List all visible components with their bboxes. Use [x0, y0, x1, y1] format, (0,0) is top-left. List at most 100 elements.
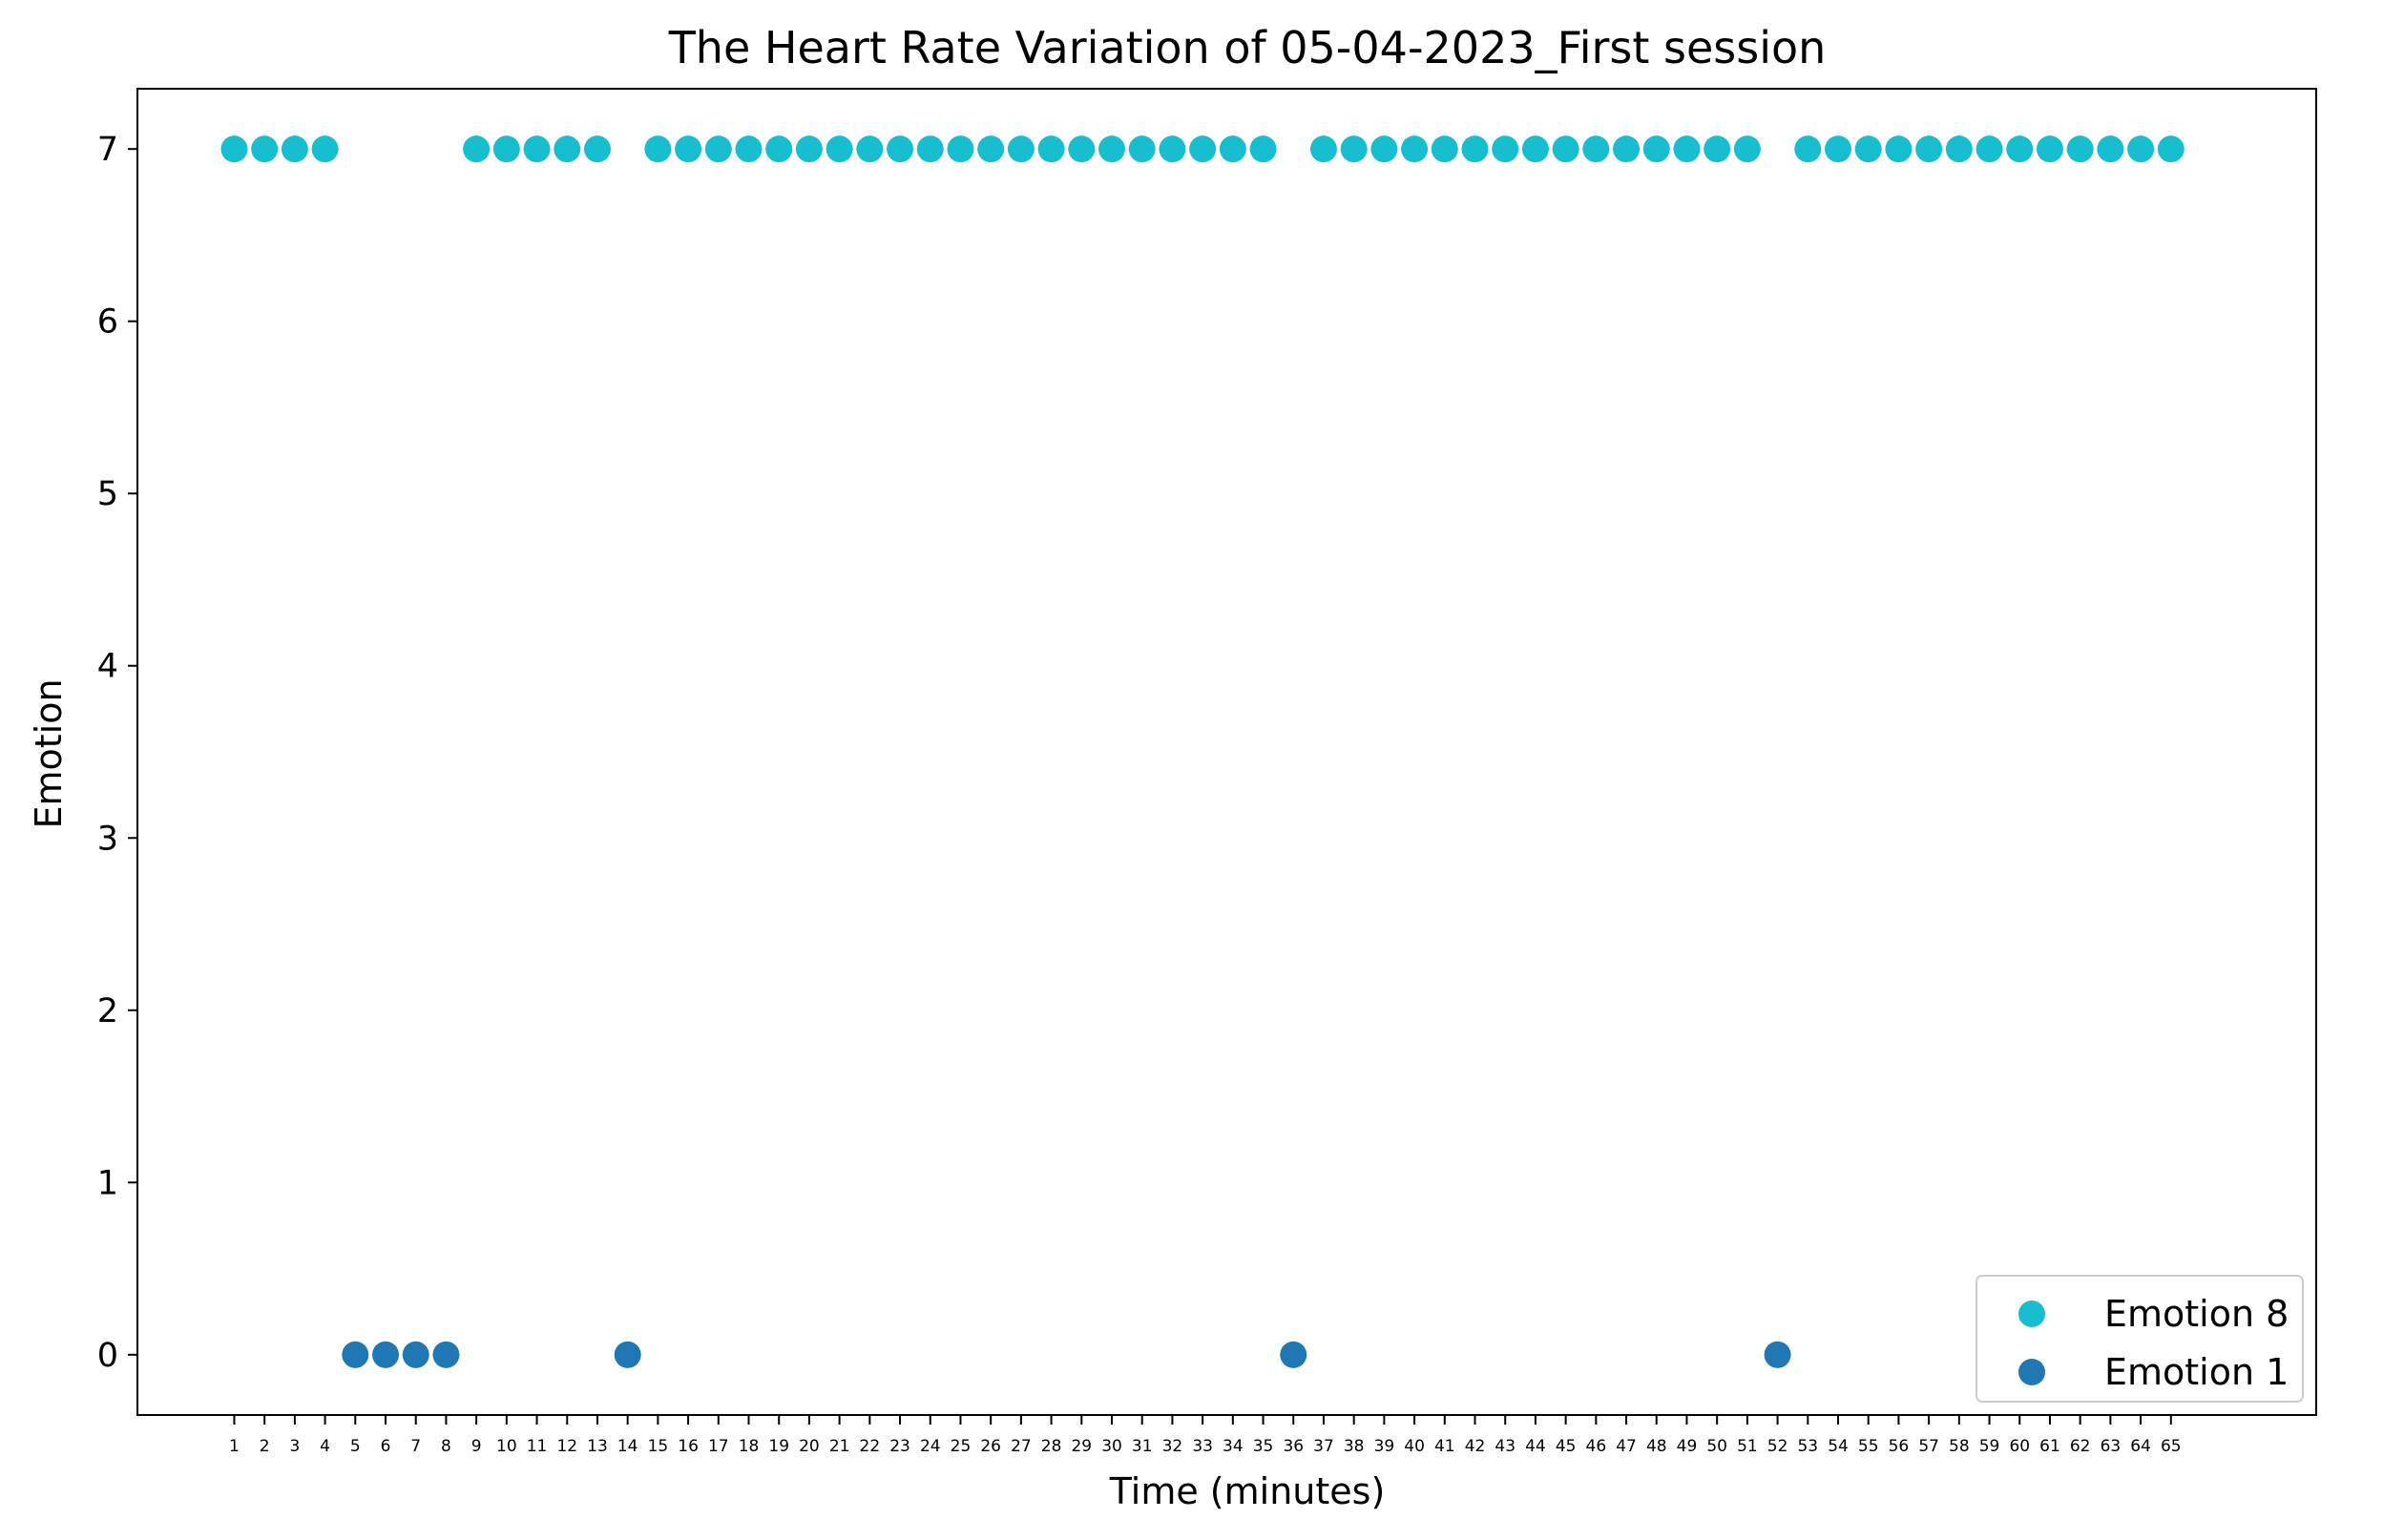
point-series-1	[492, 135, 520, 163]
point-series-1	[1975, 135, 2003, 163]
x-tick-label: 38	[1344, 1437, 1365, 1456]
x-tick-label: 16	[678, 1437, 699, 1456]
x-tick-label: 50	[1706, 1437, 1727, 1456]
x-tick-label: 21	[829, 1437, 850, 1456]
point-series-1	[675, 135, 702, 163]
point-series-1	[1794, 135, 1822, 163]
point-series-2	[1280, 1341, 1307, 1368]
x-tick-label: 36	[1283, 1437, 1304, 1456]
x-tick-label: 12	[556, 1437, 577, 1456]
y-axis-label: Emotion	[28, 678, 70, 828]
point-series-1	[251, 135, 279, 163]
point-series-1	[916, 135, 944, 163]
legend-marker	[2018, 1359, 2045, 1385]
x-tick-label: 44	[1525, 1437, 1546, 1456]
x-tick-label: 62	[2070, 1437, 2091, 1456]
x-tick-label: 49	[1677, 1437, 1698, 1456]
x-tick-label: 14	[617, 1437, 638, 1456]
point-series-1	[1521, 135, 1549, 163]
x-tick-label: 22	[860, 1437, 881, 1456]
x-tick-label: 57	[1918, 1437, 1939, 1456]
x-tick-label: 20	[799, 1437, 820, 1456]
point-series-1	[1673, 135, 1701, 163]
point-series-1	[1219, 135, 1246, 163]
x-tick-label: 26	[980, 1437, 1001, 1456]
x-tick-label: 8	[441, 1437, 451, 1456]
point-series-1	[1704, 135, 1731, 163]
x-tick-label: 65	[2161, 1437, 2182, 1456]
x-tick-label: 5	[350, 1437, 361, 1456]
x-tick-label: 17	[708, 1437, 729, 1456]
point-series-1	[1642, 135, 1670, 163]
x-tick-label: 45	[1556, 1437, 1577, 1456]
point-series-1	[1037, 135, 1065, 163]
point-series-2	[372, 1341, 400, 1368]
x-tick-label: 63	[2101, 1437, 2122, 1456]
x-tick-label: 60	[2009, 1437, 2030, 1456]
x-tick-label: 43	[1495, 1437, 1516, 1456]
x-tick-label: 37	[1313, 1437, 1334, 1456]
point-series-1	[1945, 135, 1973, 163]
x-tick-label: 40	[1404, 1437, 1425, 1456]
point-series-1	[1068, 135, 1096, 163]
point-series-2	[342, 1341, 369, 1368]
point-series-1	[220, 135, 248, 163]
point-series-1	[311, 135, 339, 163]
x-tick-label: 42	[1465, 1437, 1486, 1456]
point-series-1	[1098, 135, 1126, 163]
x-tick-label: 25	[951, 1437, 972, 1456]
x-tick-label: 2	[260, 1437, 270, 1456]
x-tick-label: 33	[1192, 1437, 1213, 1456]
point-series-1	[2066, 135, 2094, 163]
point-series-1	[463, 135, 491, 163]
x-tick-label: 11	[527, 1437, 548, 1456]
x-tick-label: 61	[2039, 1437, 2060, 1456]
legend: Emotion 8 Emotion 1	[1975, 1275, 2304, 1403]
x-tick-label: 53	[1797, 1437, 1818, 1456]
x-tick-label: 19	[768, 1437, 789, 1456]
legend-marker	[2018, 1301, 2045, 1327]
x-tick-label: 3	[289, 1437, 300, 1456]
x-tick-label: 35	[1253, 1437, 1274, 1456]
point-series-1	[887, 135, 914, 163]
x-tick-label: 55	[1858, 1437, 1879, 1456]
point-series-2	[432, 1341, 460, 1368]
point-series-1	[1613, 135, 1641, 163]
x-tick-label: 15	[648, 1437, 669, 1456]
point-series-1	[1915, 135, 1943, 163]
y-tick-label: 2	[97, 992, 118, 1030]
point-series-1	[856, 135, 884, 163]
x-tick-label: 51	[1737, 1437, 1758, 1456]
point-series-1	[977, 135, 1005, 163]
x-tick-label: 32	[1162, 1437, 1183, 1456]
point-series-1	[735, 135, 763, 163]
point-series-1	[1733, 135, 1761, 163]
y-tick-label: 3	[97, 820, 118, 858]
y-tick-label: 6	[97, 303, 118, 342]
x-tick-label: 4	[320, 1437, 330, 1456]
point-series-1	[1159, 135, 1186, 163]
y-tick-label: 7	[97, 131, 118, 169]
x-axis: 1 2 3 4 5 6 7 8 9 10 11 12 13 14 15 16 17 18 19 20 21 22 23 24 2…	[229, 1415, 2182, 1456]
x-tick-label: 23	[889, 1437, 910, 1456]
x-tick-label: 29	[1071, 1437, 1092, 1456]
point-series-1	[1370, 135, 1398, 163]
point-series-2	[614, 1341, 641, 1368]
point-series-1	[2097, 135, 2124, 163]
x-tick-label: 1	[229, 1437, 240, 1456]
point-series-1	[1492, 135, 1519, 163]
point-series-1	[1340, 135, 1368, 163]
point-series-1	[1461, 135, 1489, 163]
plot-frame	[136, 88, 2317, 1416]
x-tick-label: 13	[587, 1437, 608, 1456]
legend-box	[1975, 1275, 2304, 1403]
point-series-1	[826, 135, 853, 163]
x-tick-label: 59	[1979, 1437, 2000, 1456]
x-tick-label: 56	[1889, 1437, 1910, 1456]
point-series-1	[1552, 135, 1579, 163]
point-series-1	[644, 135, 672, 163]
x-tick-label: 27	[1011, 1437, 1032, 1456]
x-tick-label: 39	[1374, 1437, 1395, 1456]
point-series-1	[1128, 135, 1156, 163]
